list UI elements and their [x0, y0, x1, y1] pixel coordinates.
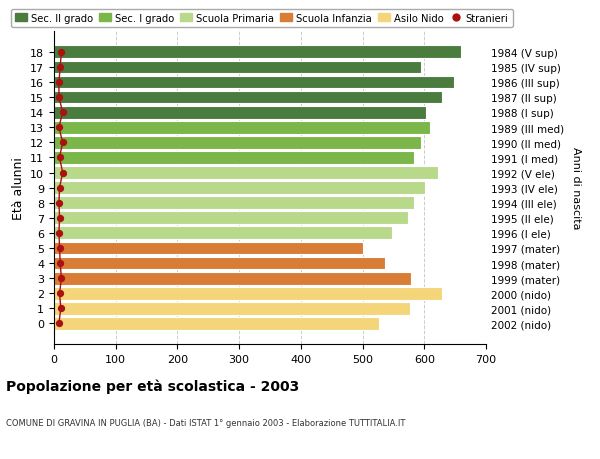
- Bar: [54, 167, 438, 179]
- Point: [58, 109, 67, 117]
- Bar: [54, 122, 430, 134]
- Point: [55, 185, 64, 192]
- Bar: [54, 257, 385, 270]
- Point: [55, 154, 64, 162]
- Text: COMUNE DI GRAVINA IN PUGLIA (BA) - Dati ISTAT 1° gennaio 2003 - Elaborazione TUT: COMUNE DI GRAVINA IN PUGLIA (BA) - Dati …: [6, 418, 406, 427]
- Y-axis label: Età alunni: Età alunni: [11, 157, 25, 219]
- Point: [54, 200, 64, 207]
- Point: [56, 49, 66, 56]
- Bar: [54, 287, 442, 300]
- Point: [55, 290, 64, 297]
- Point: [58, 169, 67, 177]
- Bar: [54, 197, 414, 210]
- Bar: [54, 106, 426, 119]
- Bar: [54, 272, 411, 285]
- Bar: [54, 212, 407, 225]
- Bar: [54, 151, 414, 164]
- Bar: [54, 242, 362, 255]
- Point: [55, 260, 65, 267]
- Bar: [54, 91, 442, 104]
- Bar: [54, 46, 461, 59]
- Bar: [54, 62, 421, 74]
- Point: [54, 124, 64, 132]
- Y-axis label: Anni di nascita: Anni di nascita: [571, 147, 581, 230]
- Legend: Sec. II grado, Sec. I grado, Scuola Primaria, Scuola Infanzia, Asilo Nido, Stran: Sec. II grado, Sec. I grado, Scuola Prim…: [11, 10, 512, 28]
- Bar: [54, 302, 410, 315]
- Bar: [54, 76, 454, 89]
- Point: [55, 64, 65, 72]
- Point: [55, 245, 64, 252]
- Text: Popolazione per età scolastica - 2003: Popolazione per età scolastica - 2003: [6, 379, 299, 393]
- Point: [56, 275, 66, 282]
- Point: [54, 79, 64, 86]
- Point: [58, 140, 67, 147]
- Point: [54, 320, 64, 327]
- Bar: [54, 137, 421, 150]
- Bar: [54, 182, 425, 195]
- Bar: [54, 227, 392, 240]
- Point: [56, 305, 65, 312]
- Point: [55, 215, 64, 222]
- Point: [54, 230, 64, 237]
- Bar: [54, 317, 379, 330]
- Point: [54, 94, 64, 101]
